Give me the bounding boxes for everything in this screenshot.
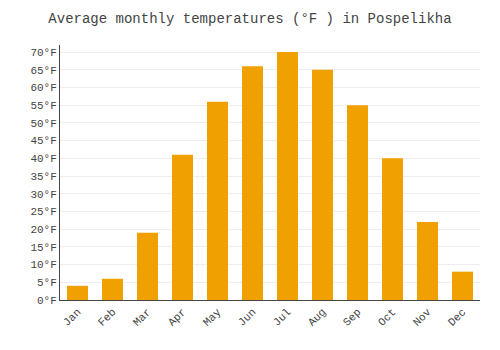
svg-text:Feb: Feb: [96, 306, 118, 328]
svg-text:Sep: Sep: [341, 306, 363, 328]
svg-text:Jan: Jan: [61, 306, 83, 328]
svg-text:10°F: 10°F: [30, 259, 56, 271]
svg-text:Oct: Oct: [376, 306, 398, 328]
svg-text:May: May: [201, 306, 224, 329]
svg-text:Aug: Aug: [306, 306, 328, 328]
svg-text:0°F: 0°F: [37, 295, 57, 307]
svg-text:60°F: 60°F: [30, 82, 56, 94]
svg-text:40°F: 40°F: [30, 153, 56, 165]
svg-text:Average monthly temperatures (: Average monthly temperatures (°F ) in Po…: [48, 11, 451, 27]
svg-text:Apr: Apr: [166, 306, 188, 328]
svg-text:Jun: Jun: [236, 306, 258, 328]
svg-text:35°F: 35°F: [30, 171, 56, 183]
svg-text:25°F: 25°F: [30, 206, 56, 218]
svg-text:65°F: 65°F: [30, 65, 56, 77]
svg-text:70°F: 70°F: [30, 47, 56, 59]
svg-text:15°F: 15°F: [30, 242, 56, 254]
svg-text:55°F: 55°F: [30, 100, 56, 112]
svg-text:Nov: Nov: [411, 306, 434, 329]
svg-text:20°F: 20°F: [30, 224, 56, 236]
svg-text:30°F: 30°F: [30, 189, 56, 201]
svg-text:50°F: 50°F: [30, 118, 56, 130]
svg-text:Dec: Dec: [446, 306, 468, 328]
svg-text:45°F: 45°F: [30, 135, 56, 147]
svg-text:Mar: Mar: [131, 306, 153, 328]
svg-text:Jul: Jul: [271, 306, 293, 328]
svg-text:5°F: 5°F: [37, 277, 57, 289]
